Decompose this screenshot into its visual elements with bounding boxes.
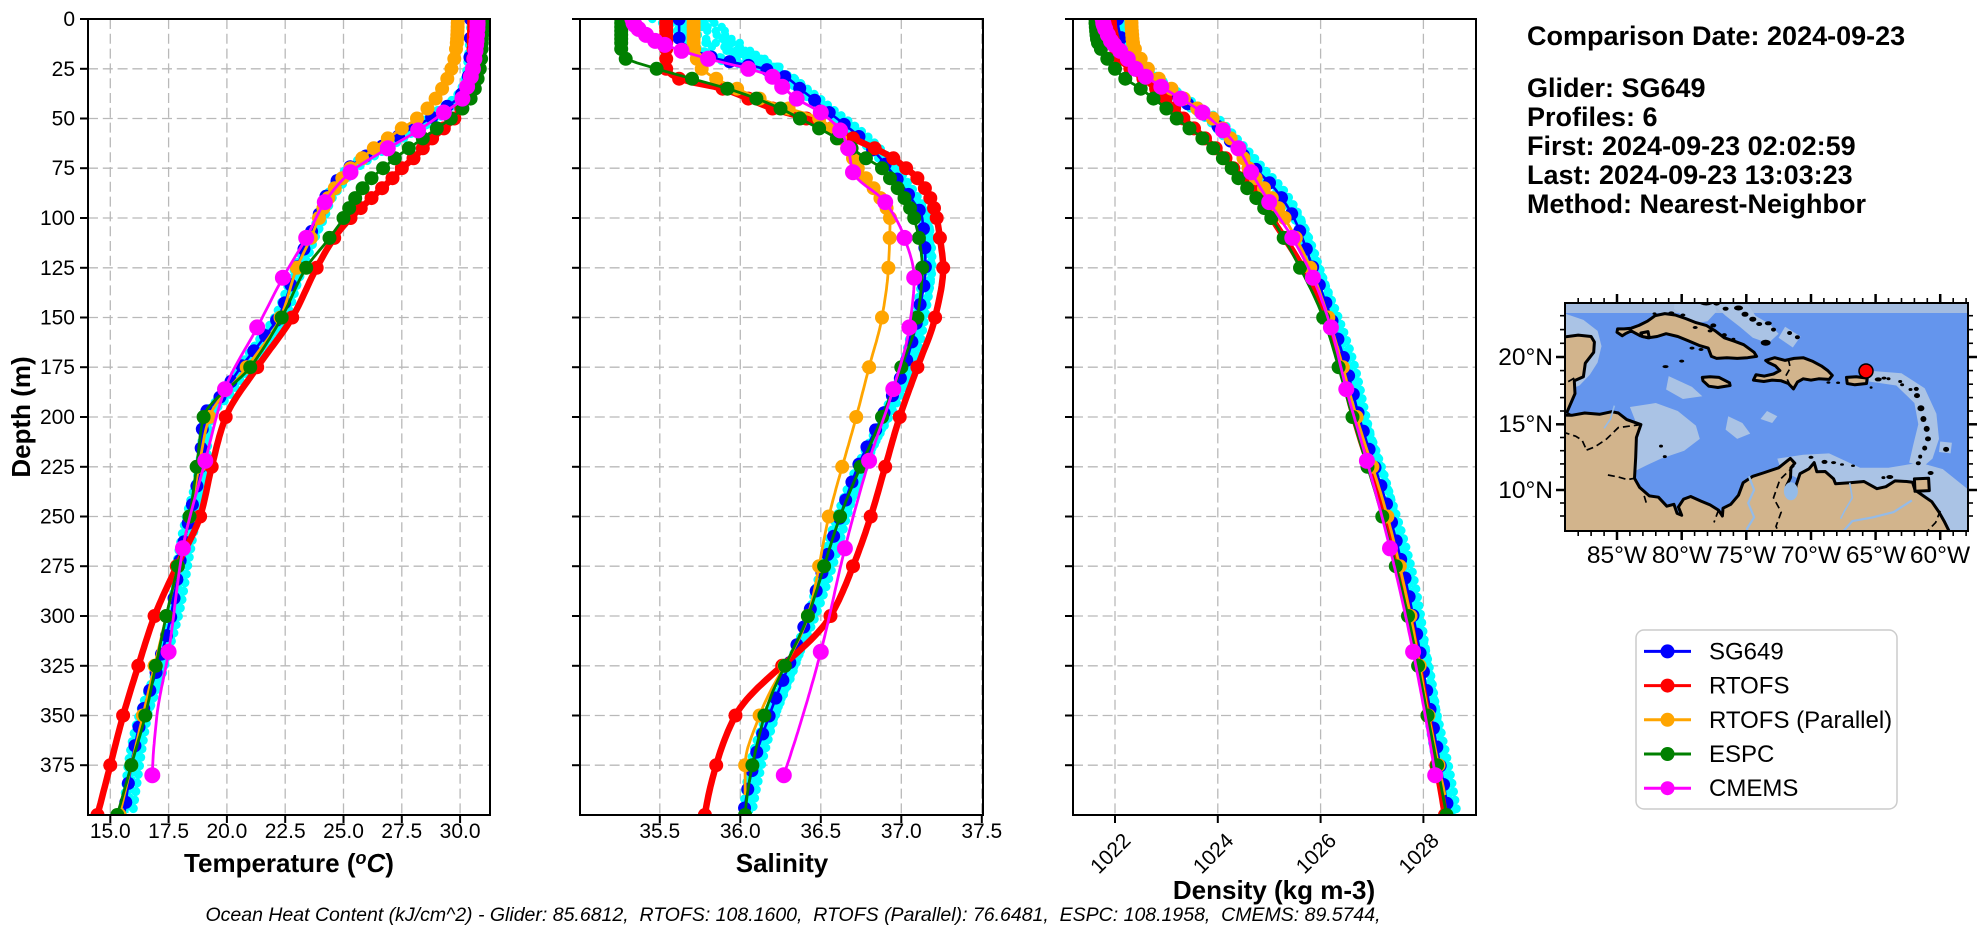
svg-text:20°N: 20°N [1498, 344, 1553, 371]
svg-text:100: 100 [40, 207, 75, 230]
svg-text:36.0: 36.0 [720, 820, 761, 843]
svg-text:80°W: 80°W [1652, 542, 1713, 569]
svg-text:Glider: SG649: Glider: SG649 [1527, 73, 1706, 103]
svg-text:125: 125 [40, 257, 75, 280]
svg-text:0: 0 [63, 8, 75, 31]
svg-text:150: 150 [40, 307, 75, 330]
svg-text:15°N: 15°N [1498, 411, 1553, 438]
svg-text:275: 275 [40, 555, 75, 578]
svg-text:22.5: 22.5 [265, 820, 306, 843]
svg-text:27.5: 27.5 [381, 820, 422, 843]
svg-text:37.5: 37.5 [961, 820, 1002, 843]
svg-text:75°W: 75°W [1716, 542, 1777, 569]
svg-text:75: 75 [52, 157, 75, 180]
svg-text:30.0: 30.0 [440, 820, 481, 843]
svg-text:Salinity: Salinity [736, 848, 829, 878]
svg-text:35.5: 35.5 [639, 820, 680, 843]
svg-text:36.5: 36.5 [800, 820, 841, 843]
svg-text:50: 50 [52, 108, 75, 131]
svg-text:225: 225 [40, 456, 75, 479]
svg-text:SG649: SG649 [1709, 638, 1784, 665]
svg-text:175: 175 [40, 356, 75, 379]
svg-text:First: 2024-09-23 02:02:59: First: 2024-09-23 02:02:59 [1527, 131, 1856, 161]
svg-text:RTOFS (Parallel): RTOFS (Parallel) [1709, 707, 1892, 734]
svg-text:300: 300 [40, 605, 75, 628]
svg-text:Comparison Date: 2024-09-23: Comparison Date: 2024-09-23 [1527, 21, 1905, 51]
svg-text:Depth (m): Depth (m) [6, 356, 36, 477]
svg-text:RTOFS: RTOFS [1709, 673, 1789, 700]
svg-text:Method: Nearest-Neighbor: Method: Nearest-Neighbor [1527, 189, 1867, 219]
svg-text:17.5: 17.5 [148, 820, 189, 843]
svg-text:15.0: 15.0 [90, 820, 131, 843]
svg-text:37.0: 37.0 [881, 820, 922, 843]
svg-text:25: 25 [52, 58, 75, 81]
svg-text:Last: 2024-09-23 13:03:23: Last: 2024-09-23 13:03:23 [1527, 160, 1853, 190]
svg-text:375: 375 [40, 754, 75, 777]
svg-text:Density (kg m-3): Density (kg m-3) [1173, 875, 1375, 905]
svg-text:Profiles: 6: Profiles: 6 [1527, 102, 1658, 132]
svg-text:10°N: 10°N [1498, 477, 1553, 504]
svg-text:70°W: 70°W [1781, 542, 1842, 569]
svg-text:60°W: 60°W [1910, 542, 1971, 569]
svg-text:200: 200 [40, 406, 75, 429]
svg-text:CMEMS: CMEMS [1709, 775, 1798, 802]
svg-text:Ocean Heat Content (kJ/cm^2) -: Ocean Heat Content (kJ/cm^2) - Glider: 8… [205, 904, 1380, 926]
svg-text:20.0: 20.0 [206, 820, 247, 843]
svg-text:25.0: 25.0 [323, 820, 364, 843]
svg-text:85°W: 85°W [1587, 542, 1648, 569]
svg-text:250: 250 [40, 506, 75, 529]
svg-text:325: 325 [40, 655, 75, 678]
svg-text:65°W: 65°W [1846, 542, 1907, 569]
svg-text:350: 350 [40, 705, 75, 728]
svg-text:ESPC: ESPC [1709, 741, 1774, 768]
